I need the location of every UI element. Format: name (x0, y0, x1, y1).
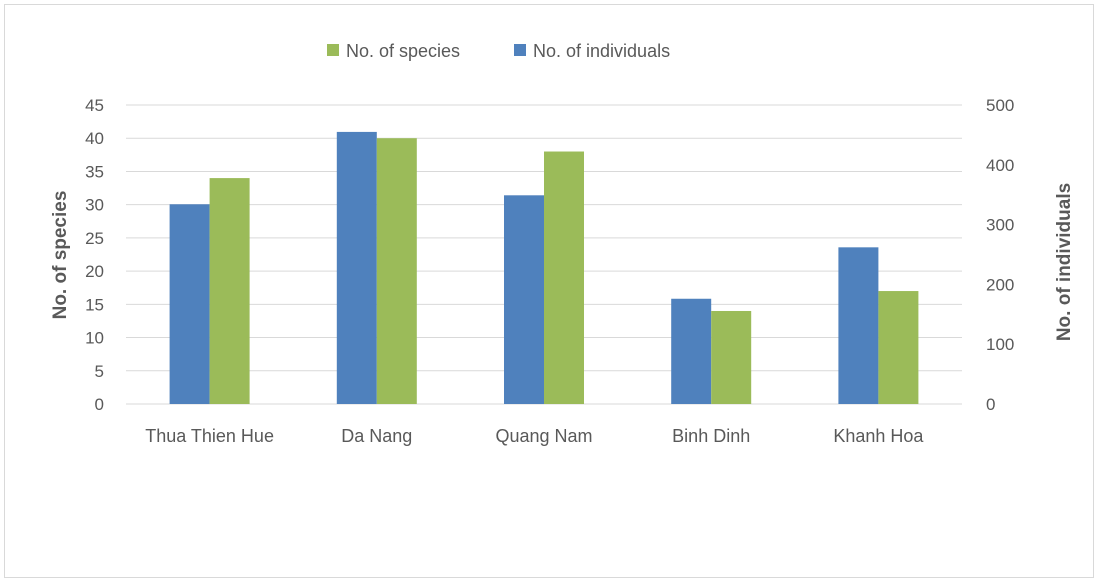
bar-individuals (671, 298, 712, 404)
right-tick-label: 300 (986, 216, 1014, 235)
right-tick-label: 500 (986, 96, 1014, 115)
left-tick-label: 20 (85, 262, 104, 281)
legend: No. of species No. of individuals (327, 41, 670, 61)
left-tick-label: 45 (85, 96, 104, 115)
bar-individuals (838, 247, 879, 404)
legend-label: No. of individuals (533, 41, 670, 61)
right-axis-title: No. of individuals (1054, 183, 1075, 341)
right-tick-label: 100 (986, 335, 1014, 354)
bar-individuals (504, 195, 544, 404)
bar-species (376, 138, 417, 404)
bar-individuals (336, 131, 377, 404)
category-label: Binh Dinh (672, 426, 750, 446)
left-tick-label: 30 (85, 196, 104, 215)
right-axis-ticks: 0 100 200 300 400 500 (986, 96, 1014, 414)
gridlines (126, 104, 962, 405)
left-axis-title: No. of species (50, 191, 71, 320)
bar-individuals (169, 204, 210, 404)
left-tick-label: 25 (85, 229, 104, 248)
category-labels: Thua Thien Hue Da Nang Quang Nam Binh Dinh K… (145, 426, 924, 446)
left-tick-label: 15 (85, 295, 104, 314)
left-tick-label: 40 (85, 129, 104, 148)
left-tick-label: 5 (95, 362, 104, 381)
legend-swatch (514, 44, 526, 56)
bar-species (711, 310, 752, 404)
bar-species (878, 291, 919, 404)
category-label: Thua Thien Hue (145, 426, 274, 446)
category-label: Khanh Hoa (833, 426, 924, 446)
left-axis-ticks: 0 5 10 15 20 25 30 35 40 45 (85, 96, 104, 414)
legend-label: No. of species (346, 41, 460, 61)
category-label: Quang Nam (495, 426, 592, 446)
right-tick-label: 200 (986, 275, 1014, 294)
left-tick-label: 10 (85, 329, 104, 348)
category-label: Da Nang (341, 426, 412, 446)
right-tick-label: 400 (986, 156, 1014, 175)
bar-species (209, 178, 250, 404)
left-tick-label: 0 (95, 395, 104, 414)
left-tick-label: 35 (85, 162, 104, 181)
legend-swatch (327, 44, 339, 56)
bars (169, 131, 919, 404)
bar-species (544, 151, 584, 404)
right-tick-label: 0 (986, 395, 995, 414)
